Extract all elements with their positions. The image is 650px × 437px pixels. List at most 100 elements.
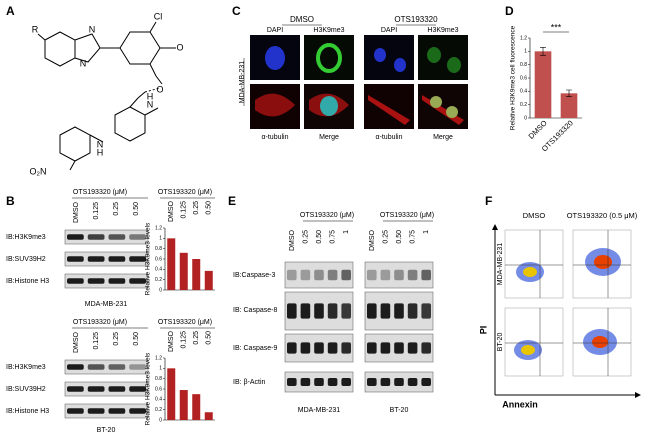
blot-background: [64, 229, 149, 245]
blot-band: [367, 342, 377, 354]
blot-row-label: IB:H3K9me3: [6, 234, 46, 241]
y-tick-label: 0.8: [155, 376, 162, 382]
bar: [534, 51, 552, 119]
y-tick-label: 0: [159, 417, 162, 423]
panel-f-plots: [492, 224, 641, 398]
blot-band: [108, 234, 126, 240]
axis-label: PI: [478, 326, 488, 335]
blot-row-label: IB:Caspase-3: [233, 272, 276, 279]
blot-background: [64, 381, 149, 397]
blot-band: [129, 278, 146, 284]
blot-band: [421, 378, 431, 386]
blot-band: [287, 303, 297, 319]
x-tick-label: DMSO: [168, 330, 175, 352]
group-label: DMSO: [290, 15, 314, 24]
blot-band: [287, 269, 297, 281]
lane-label: 0.50: [133, 332, 140, 346]
lane-label: 0.50: [396, 230, 403, 244]
treatment-label: OTS193320 (μM): [300, 212, 354, 219]
x-tick-label: 0.50: [206, 331, 213, 345]
x-tick-label: 0.25: [193, 201, 200, 215]
blot-band: [380, 269, 391, 281]
blot-row-label: IB: Caspase-9: [233, 345, 277, 352]
blot-band: [367, 269, 377, 281]
y-tick-label: 1.2: [155, 225, 162, 231]
x-tick-label: 0.25: [193, 331, 200, 345]
atom-label: N: [97, 139, 104, 149]
blot-band: [380, 378, 391, 386]
y-tick-label: 0.6: [155, 386, 162, 392]
blot-row-label: IB:Histone H3: [6, 278, 49, 285]
atom-label: N: [89, 24, 96, 34]
lane-label: 0.75: [409, 230, 416, 244]
blot-band: [87, 256, 105, 262]
group-label: OTS193320: [394, 15, 438, 24]
treatment-label: OTS193320 (μM): [380, 212, 434, 219]
x-tick-label: 0.125: [181, 331, 188, 349]
lane-label: DMSO: [73, 331, 80, 353]
y-tick-label: 0.4: [155, 267, 162, 273]
blot-band: [394, 269, 404, 281]
blot-background: [64, 359, 149, 375]
panel-letter: D: [505, 4, 514, 18]
image-label: Merge: [319, 134, 339, 141]
y-tick-label: 1: [524, 49, 527, 55]
error-bar: [540, 47, 546, 56]
blot-row-label: IB:SUV39H2: [6, 256, 46, 263]
x-tick-label: 0.125: [181, 201, 188, 219]
y-axis-label: Relative H3K9me3 levels: [145, 222, 152, 295]
lane-label: 1: [343, 230, 350, 234]
lane-label: 0.75: [329, 230, 336, 244]
blot-band: [380, 342, 391, 354]
panel-letter: B: [6, 194, 15, 208]
y-axis-label: Relative H3K9me3 cell fluorescence: [510, 25, 517, 130]
blot-band: [327, 342, 338, 354]
blot-band: [421, 303, 431, 319]
blot-band: [380, 303, 391, 319]
cell-line-label: BT-20: [97, 427, 116, 434]
blot-band: [367, 303, 377, 319]
y-tick-label: 0.2: [155, 277, 162, 283]
bar: [192, 394, 201, 420]
blot-band: [314, 378, 324, 386]
blot-band: [341, 303, 351, 319]
blot-row-label: IB:SUV39H2: [6, 386, 46, 393]
x-tick-label: DMSO: [168, 200, 175, 222]
blot-band: [394, 342, 404, 354]
blot-band: [108, 278, 126, 284]
bar: [204, 412, 213, 420]
atom-label: N: [147, 99, 154, 109]
bar: [179, 252, 188, 290]
blot-band: [341, 342, 351, 354]
lane-label: 0.125: [93, 332, 100, 350]
x-tick-label: DMSO: [527, 118, 549, 140]
y-tick-label: 0.6: [520, 75, 527, 81]
blot-band: [87, 408, 105, 414]
lane-label: 0.25: [113, 202, 120, 216]
blot-band: [129, 386, 146, 392]
blot-band: [421, 269, 431, 281]
image-label: H3K9me3: [313, 27, 344, 34]
image-label: DAPI: [381, 27, 397, 34]
blot-band: [87, 278, 105, 284]
atom-label: R: [32, 24, 39, 34]
blot-band: [67, 408, 84, 414]
blot-band: [87, 386, 105, 392]
column-label: OTS193320 (0.5 μM): [567, 211, 638, 220]
blot-band: [67, 364, 84, 370]
y-tick-label: 0.8: [520, 62, 527, 68]
y-tick-label: 0: [524, 115, 527, 121]
blot-band: [327, 378, 338, 386]
blot-band: [407, 303, 418, 319]
blot-band: [129, 256, 146, 262]
blot-band: [67, 386, 84, 392]
blot-band: [407, 342, 418, 354]
blot-band: [394, 303, 404, 319]
significance-label: ***: [551, 22, 562, 32]
blot-band: [300, 378, 311, 386]
blot-band: [300, 342, 311, 354]
cell-line-label: MDA-MB-231: [298, 407, 341, 414]
chart-title: OTS193320 (μM): [158, 189, 212, 196]
row-label: MDA-MB-231: [497, 243, 504, 286]
